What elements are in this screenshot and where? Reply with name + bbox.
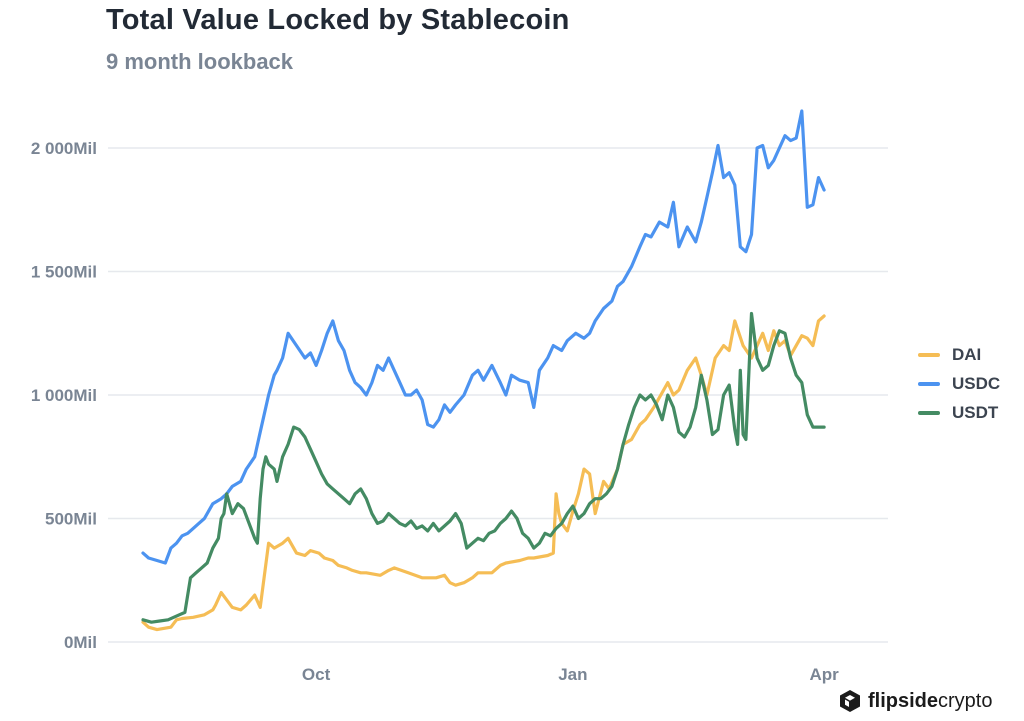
legend-swatch-usdc [918,381,940,386]
series-line-usdt [141,311,826,624]
y-axis: 0Mil 500Mil 1 000Mil 1 500Mil 2 000Mil [31,139,97,652]
x-tick-label: Jan [558,665,587,684]
legend-swatch-dai [918,352,940,357]
chart-subtitle: 9 month lookback [106,49,294,74]
cube-icon [840,690,860,712]
y-tick-label: 1 500Mil [31,263,97,282]
legend-item-usdc[interactable]: USDC [918,369,1000,398]
series-line-dai [141,314,826,632]
brand-logo: flipside crypto [838,689,992,713]
brand-name-bold: flipside [868,689,939,712]
legend-item-usdt[interactable]: USDT [918,398,1000,427]
series-line-usdc [141,109,826,565]
x-axis: Oct Jan Apr [302,665,839,684]
legend-label-usdc: USDC [952,373,1001,393]
y-tick-label: 500Mil [45,510,97,529]
x-tick-label: Oct [302,665,331,684]
series-lines [141,109,826,632]
y-tick-label: 0Mil [64,633,97,652]
legend-item-dai[interactable]: DAI [918,340,1000,369]
legend: DAI USDC USDT [918,340,1000,427]
chart-title: Total Value Locked by Stablecoin [106,4,570,36]
legend-label-usdt: USDT [952,402,999,422]
legend-swatch-usdt [918,410,940,415]
y-tick-label: 2 000Mil [31,139,97,158]
legend-label-dai: DAI [952,344,982,364]
brand-name-light: crypto [938,689,993,712]
x-tick-label: Apr [809,665,839,684]
y-tick-label: 1 000Mil [31,386,97,405]
